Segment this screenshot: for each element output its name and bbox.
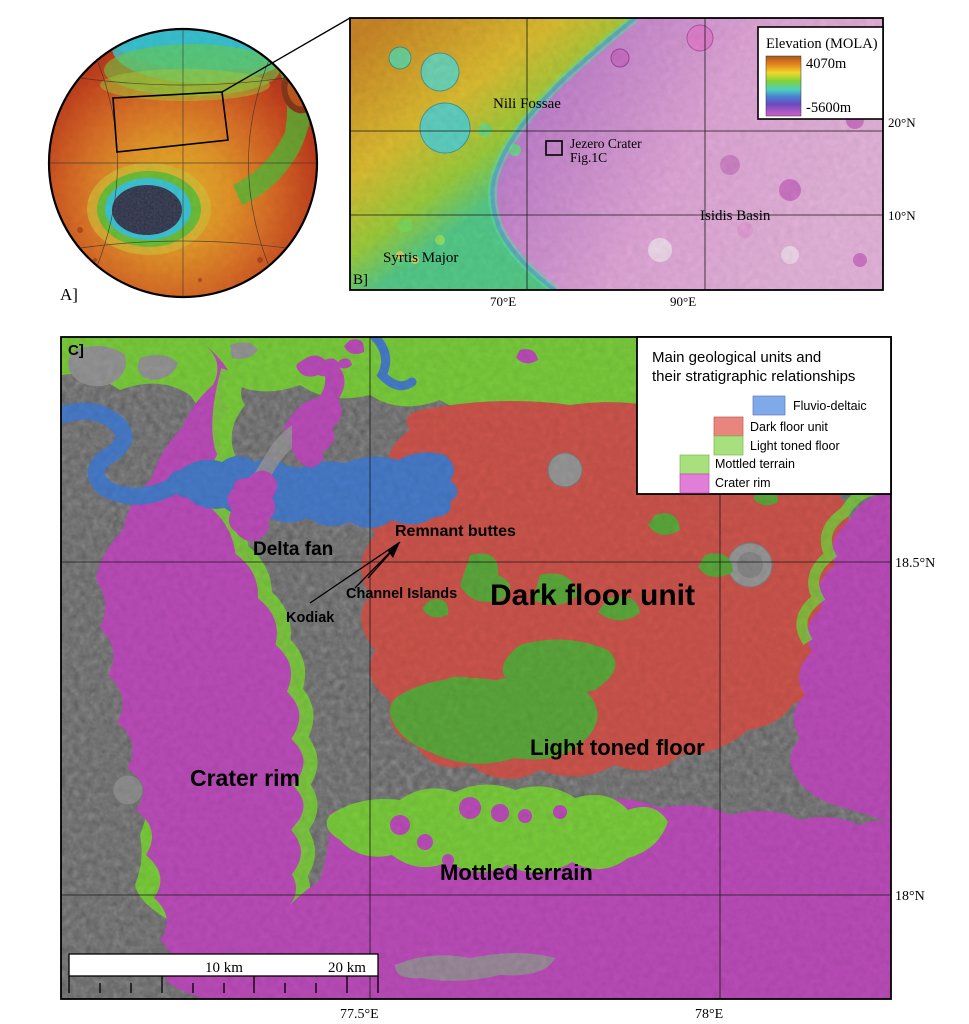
svg-text:Jezero Crater: Jezero Crater [570,136,642,151]
svg-text:Kodiak: Kodiak [286,610,335,626]
svg-text:Dark floor unit: Dark floor unit [490,579,695,612]
svg-text:A]: A] [60,285,78,304]
svg-text:90°E: 90°E [670,294,696,309]
svg-text:Fig.1C: Fig.1C [570,150,607,165]
svg-text:Light toned floor: Light toned floor [750,439,840,453]
svg-text:78°E: 78°E [695,1007,723,1022]
svg-text:10 km: 10 km [205,960,243,976]
svg-text:Main geological units and: Main geological units and [652,349,821,366]
svg-text:-5600m: -5600m [806,100,852,116]
svg-text:Crater rim: Crater rim [715,476,771,490]
svg-text:Mottled terrain: Mottled terrain [715,457,795,471]
svg-text:their stratigraphic relationsh: their stratigraphic relationships [652,368,855,385]
svg-text:Crater rim: Crater rim [190,765,300,791]
svg-text:10°N: 10°N [888,208,916,223]
svg-text:Fluvio-deltaic: Fluvio-deltaic [793,399,867,413]
svg-text:Mottled terrain: Mottled terrain [440,860,593,885]
svg-text:Syrtis Major: Syrtis Major [383,250,458,266]
svg-text:Delta fan: Delta fan [253,539,333,560]
svg-text:Channel Islands: Channel Islands [346,586,457,602]
svg-text:4070m: 4070m [806,56,847,72]
svg-text:70°E: 70°E [490,294,516,309]
svg-text:18°N: 18°N [895,889,925,904]
svg-text:Nili Fossae: Nili Fossae [493,96,561,112]
svg-text:77.5°E: 77.5°E [340,1007,379,1022]
svg-text:20°N: 20°N [888,115,916,130]
svg-text:C]: C] [68,342,84,359]
svg-text:Remnant buttes: Remnant buttes [395,523,516,540]
svg-text:Elevation (MOLA): Elevation (MOLA) [766,36,878,52]
svg-text:B]: B] [353,272,368,288]
svg-text:Isidis Basin: Isidis Basin [700,208,771,224]
svg-text:Dark floor unit: Dark floor unit [750,420,828,434]
svg-text:20 km: 20 km [328,960,366,976]
svg-text:18.5°N: 18.5°N [895,556,935,571]
svg-text:Light toned floor: Light toned floor [530,735,705,760]
